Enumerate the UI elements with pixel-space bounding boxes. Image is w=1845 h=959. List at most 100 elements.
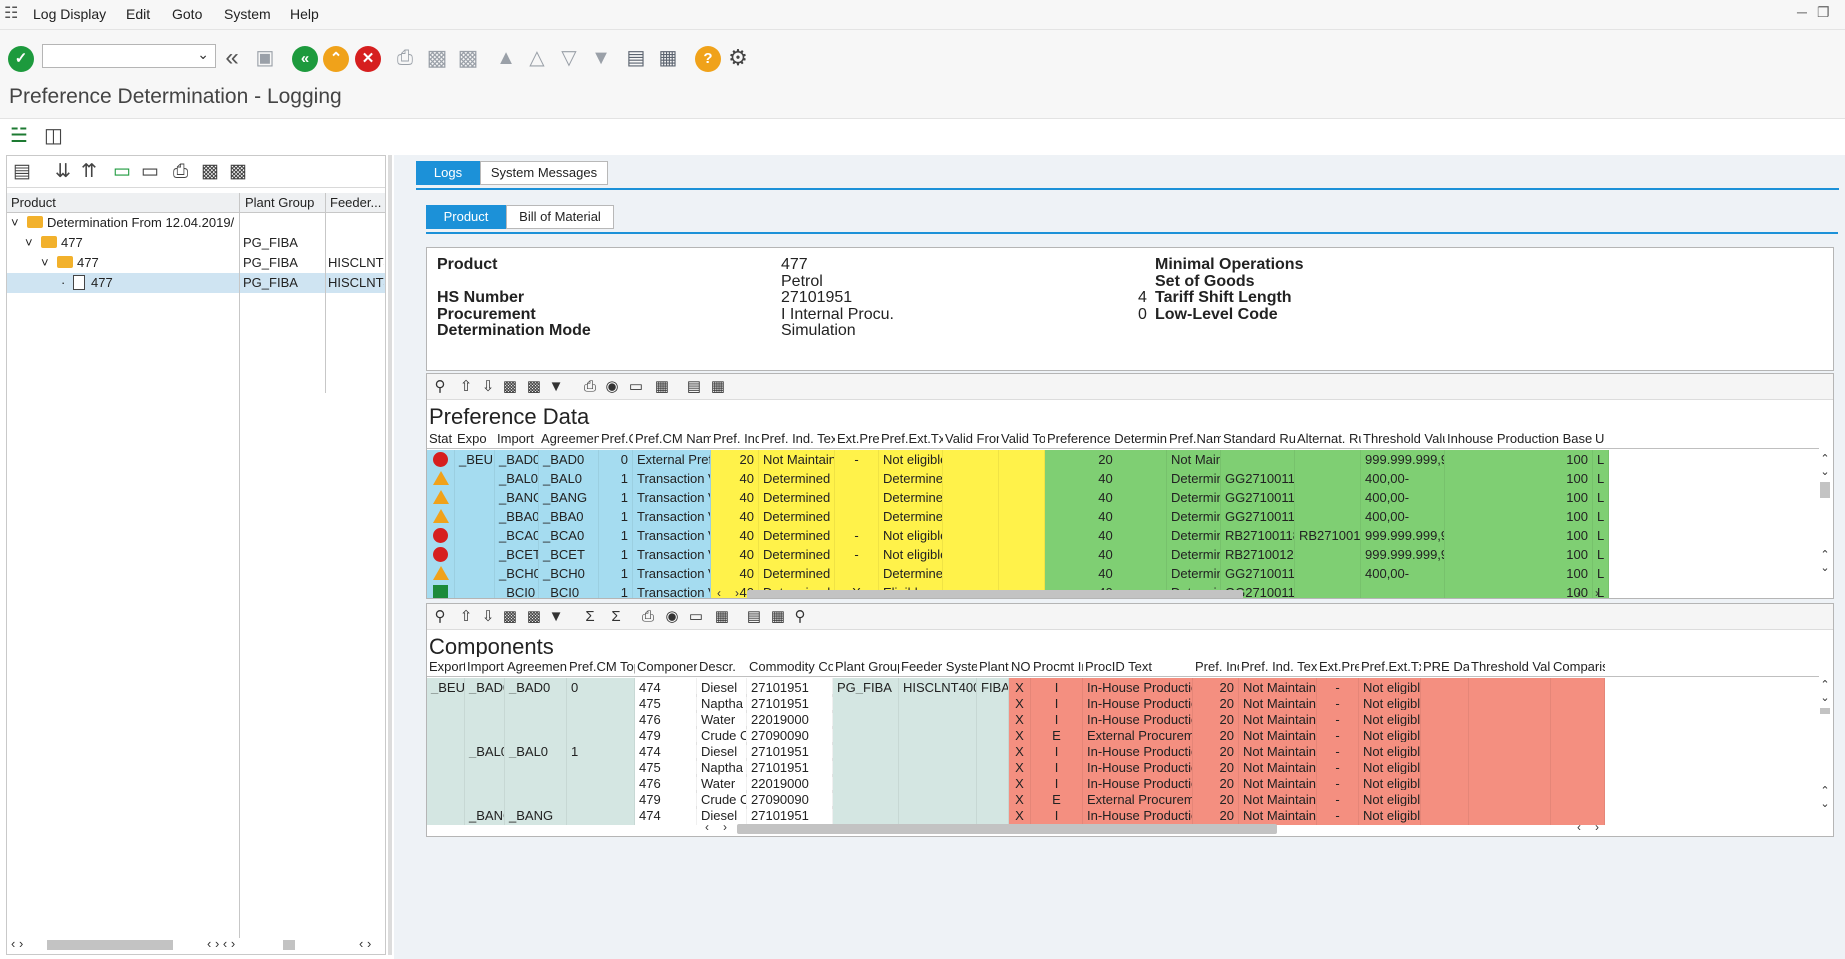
- column-header[interactable]: PRE Date: [1423, 659, 1469, 674]
- total-icon[interactable]: Σ: [585, 608, 595, 625]
- column-header[interactable]: Ext.Pref.: [1319, 659, 1359, 674]
- print-icon[interactable]: ⎙: [641, 608, 654, 625]
- tree-node[interactable]: ˅ 477 PG_FIBA: [7, 233, 385, 253]
- scroll-thumb[interactable]: [283, 940, 295, 950]
- tree-column-divider[interactable]: [325, 193, 326, 393]
- command-field[interactable]: ⌄: [42, 44, 216, 68]
- views-icon[interactable]: ◉: [665, 608, 679, 625]
- tree-horizontal-scrollbar[interactable]: ‹ › ‹ › ‹ › ‹ ›: [7, 936, 385, 954]
- tree-col-plant-group[interactable]: Plant Group: [245, 195, 315, 210]
- save-icon[interactable]: ▣: [255, 47, 275, 69]
- scroll-right-icon[interactable]: ‹ ›: [359, 936, 372, 951]
- column-header[interactable]: Export: [429, 659, 465, 674]
- export-icon[interactable]: ▭: [113, 161, 131, 182]
- column-header[interactable]: Pref. Ind. Text: [1241, 659, 1317, 674]
- key-icon[interactable]: ⚲: [794, 608, 806, 625]
- menu-goto[interactable]: Goto: [172, 6, 203, 22]
- column-header[interactable]: Pref. Ind.: [1195, 659, 1239, 674]
- chevron-down-icon[interactable]: ˅: [11, 215, 19, 230]
- tree-column-divider[interactable]: [239, 193, 240, 938]
- components-vertical-scrollbar[interactable]: ⌃ ⌄ ⌃ ⌄: [1817, 678, 1833, 818]
- scroll-left-icon[interactable]: ‹: [717, 586, 721, 599]
- column-header[interactable]: Preference Determination: [1047, 431, 1167, 446]
- column-header[interactable]: Alternat. Rul: [1297, 431, 1361, 446]
- column-header[interactable]: Valid To: [1001, 431, 1045, 446]
- scroll-left-icon[interactable]: ‹: [705, 820, 709, 834]
- table-row[interactable]: _BANG _BANG 1 Transaction V 40 Determined - De…: [427, 488, 1819, 507]
- find-next-icon[interactable]: ▩: [229, 161, 247, 182]
- column-header[interactable]: Component: [637, 659, 697, 674]
- next-page-icon[interactable]: ▽: [561, 47, 577, 69]
- table-row[interactable]: _BCH0 _BCH0 1 Transaction V 40 Determined - De…: [427, 564, 1819, 583]
- preference-horizontal-scrollbar[interactable]: ‹ › ‹ ›: [427, 586, 1819, 599]
- previous-page-icon[interactable]: △: [529, 47, 545, 69]
- column-header[interactable]: Procmt Ind: [1033, 659, 1083, 674]
- scroll-thumb[interactable]: [47, 940, 173, 950]
- chevron-down-icon[interactable]: ˅: [25, 235, 33, 250]
- scroll-up-icon[interactable]: ⌃: [1820, 549, 1830, 561]
- find-next-icon[interactable]: ▩: [526, 608, 542, 625]
- column-header[interactable]: Pref.C: [601, 431, 633, 446]
- subtotal-icon[interactable]: Σ: [611, 608, 621, 625]
- gear-icon[interactable]: ⚙: [728, 45, 748, 70]
- tab-bill-of-material[interactable]: Bill of Material: [506, 205, 614, 229]
- import-icon[interactable]: ▭: [141, 161, 159, 182]
- tree-col-product[interactable]: Product: [11, 195, 56, 210]
- table-row[interactable]: _BCET _BCET 1 Transaction V 40 Determined --N…: [427, 545, 1819, 564]
- tree-node[interactable]: ˅ Determination From 12.04.2019/: [7, 213, 385, 233]
- column-header[interactable]: Descr.: [699, 659, 736, 674]
- tree-node[interactable]: ˅ 477 PG_FIBA HISCLNT4: [7, 253, 385, 273]
- find-icon[interactable]: ▩: [426, 45, 448, 70]
- export-icon[interactable]: ▭: [628, 378, 644, 395]
- scroll-up-icon[interactable]: ⌃: [1820, 785, 1830, 797]
- column-header[interactable]: Agreement: [507, 659, 567, 674]
- scroll-right-icon[interactable]: ›: [735, 586, 739, 599]
- scroll-left-icon[interactable]: ‹ ›: [11, 936, 24, 951]
- back-icon[interactable]: «: [292, 46, 318, 72]
- column-header[interactable]: Commodity Code: [749, 659, 833, 674]
- collapse-all-icon[interactable]: ⇈: [81, 161, 97, 182]
- filter-icon[interactable]: ▼: [548, 378, 564, 395]
- column-header[interactable]: Pref.CM Name: [635, 431, 711, 446]
- cancel-icon[interactable]: ✕: [355, 46, 381, 72]
- find-icon[interactable]: ▩: [201, 161, 219, 182]
- layout-icon[interactable]: ◫: [44, 125, 63, 147]
- column-header[interactable]: Threshold Value: [1471, 659, 1551, 674]
- last-page-icon[interactable]: ▼: [591, 47, 611, 69]
- bullet-icon[interactable]: ·: [61, 275, 66, 290]
- column-header[interactable]: Pref.Ext.Txt: [881, 431, 943, 446]
- column-header[interactable]: Valid From: [945, 431, 999, 446]
- scroll-down-icon[interactable]: ⌄: [1820, 798, 1830, 810]
- scroll-right-icon[interactable]: ›: [1595, 820, 1599, 834]
- scroll-thumb[interactable]: [737, 824, 1277, 834]
- column-header[interactable]: Ext.Pref.: [837, 431, 879, 446]
- print-icon[interactable]: ⎙: [397, 47, 413, 69]
- preference-vertical-scrollbar[interactable]: ⌃ ⌄ ⌃ ⌄: [1817, 452, 1833, 582]
- hierarchy-icon[interactable]: ☱: [10, 125, 28, 147]
- menu-help[interactable]: Help: [290, 6, 319, 22]
- restore-icon[interactable]: ❐: [1817, 4, 1830, 20]
- export-icon[interactable]: ▭: [688, 608, 704, 625]
- tree-node[interactable]: · 477 PG_FIBA HISCLNT4: [7, 273, 385, 293]
- column-header[interactable]: Comparis: [1553, 659, 1605, 674]
- menu-log-display[interactable]: Log Display: [33, 6, 107, 22]
- tab-system-messages[interactable]: System Messages: [480, 161, 608, 185]
- scroll-thumb[interactable]: [747, 590, 1243, 598]
- tab-product[interactable]: Product: [426, 205, 506, 229]
- column-header[interactable]: Plant: [979, 659, 1009, 674]
- scroll-down-icon[interactable]: ⌄: [1820, 692, 1830, 704]
- sort-ascending-icon[interactable]: ⇧: [459, 608, 473, 625]
- column-header[interactable]: ProcID Text: [1085, 659, 1152, 674]
- column-header[interactable]: Threshold Value: [1363, 431, 1445, 446]
- column-header[interactable]: Plant Group: [835, 659, 899, 674]
- column-header[interactable]: Import: [497, 431, 534, 446]
- scroll-left-icon[interactable]: ‹: [1577, 820, 1581, 834]
- components-horizontal-scrollbar[interactable]: ‹ › ‹ ›: [427, 820, 1819, 836]
- create-session-icon[interactable]: ▤: [626, 47, 646, 69]
